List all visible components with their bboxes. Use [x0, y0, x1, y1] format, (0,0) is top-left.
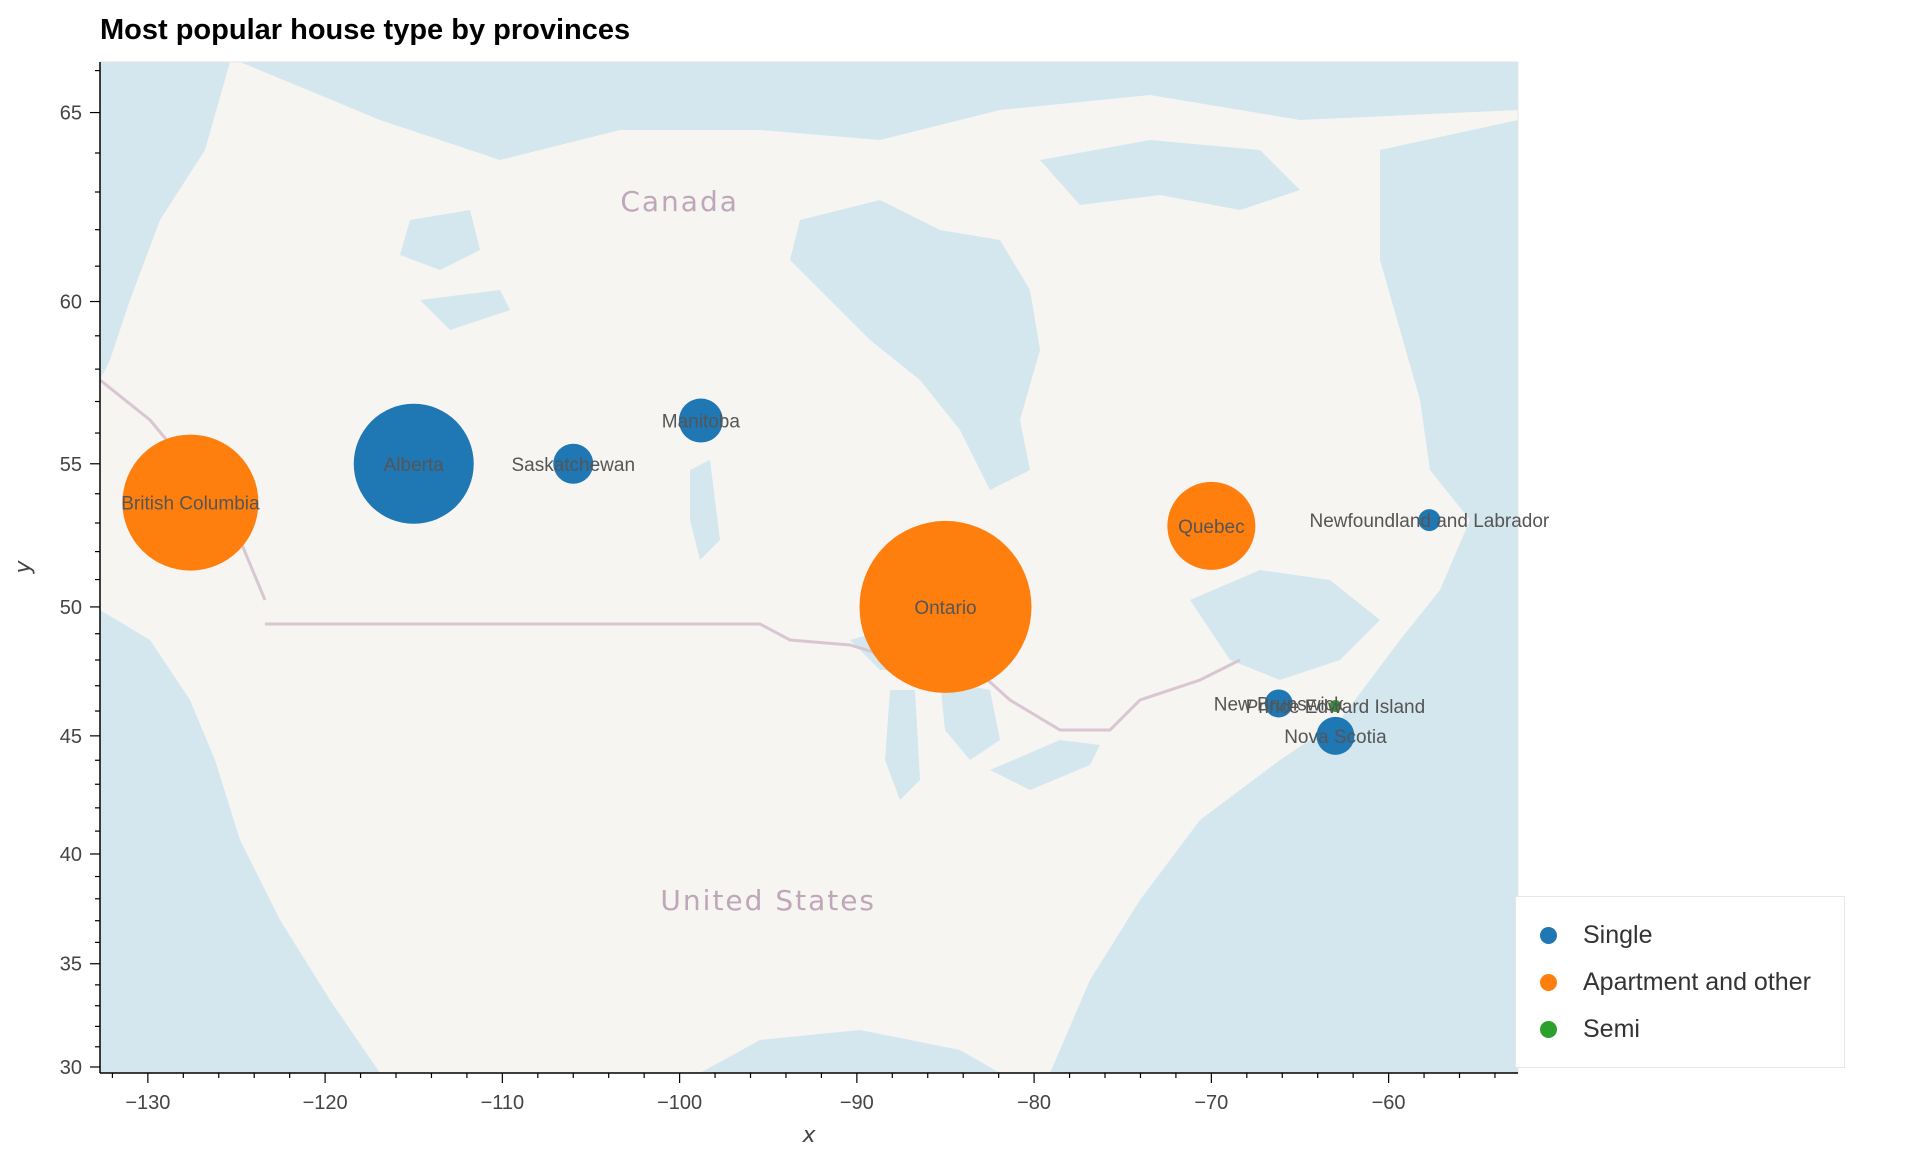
bubble-label-newfoundland-and-labrador: Newfoundland and Labrador [1309, 511, 1549, 532]
x-tick-label: −130 [125, 1092, 170, 1114]
bubble-label-nova-scotia: Nova Scotia [1284, 727, 1387, 748]
bubble-label-ontario: Ontario [914, 598, 976, 619]
basemap [100, 62, 1518, 1073]
y-tick-label: 35 [60, 954, 82, 976]
y-tick-label: 40 [60, 844, 82, 866]
bubble-nova-scotia[interactable] [1316, 716, 1355, 755]
y-tick-label: 45 [60, 726, 82, 748]
bubble-new-brunswick[interactable] [1264, 689, 1293, 718]
bubble-newfoundland-and-labrador[interactable] [1418, 509, 1441, 532]
bubble-label-new-brunswick: New Brunswick [1214, 694, 1344, 715]
bubble-british-columbia[interactable] [122, 434, 259, 571]
legend-label-semi: Semi [1583, 1014, 1640, 1043]
bubble-prince-edward-island[interactable] [1329, 700, 1342, 713]
legend-swatch-semi [1540, 1020, 1557, 1038]
arctic-water [240, 62, 1518, 160]
bubble-label-manitoba: Manitoba [662, 412, 741, 433]
chart-title: Most popular house type by provinces [100, 14, 631, 46]
legend-swatch-apartment [1540, 973, 1557, 991]
bubble-label-alberta: Alberta [384, 455, 445, 476]
country-labels: Canada United States [620, 185, 876, 917]
x-tick-label: −80 [1017, 1092, 1051, 1114]
lake-erie-ontario [990, 740, 1100, 790]
bubble-manitoba[interactable] [678, 398, 723, 443]
x-axis-title: x [801, 1123, 816, 1148]
y-axis-ticks: 30 35 40 45 50 55 60 65 [60, 69, 100, 1079]
y-tick-label: 30 [60, 1057, 82, 1079]
y-tick-label: 60 [60, 292, 82, 314]
hudson-strait [1040, 140, 1300, 210]
legend: Single Apartment and other Semi [1515, 896, 1845, 1068]
bubble-labels: British Columbia Alberta Saskatchewan Manit… [121, 412, 1550, 748]
x-tick-label: −70 [1194, 1092, 1228, 1114]
hudson-bay [790, 200, 1040, 490]
gulf-st-lawrence [1190, 570, 1380, 680]
legend-item-single[interactable]: Single [1540, 918, 1653, 952]
bubble-ontario[interactable] [859, 520, 1032, 693]
x-tick-label: −90 [840, 1092, 874, 1114]
lake-winnipeg [690, 460, 720, 560]
bubble-label-prince-edward-island: Prince Edward Island [1246, 697, 1426, 718]
great-bear-lake [400, 210, 480, 270]
lake-huron [940, 680, 1000, 760]
bubble-quebec[interactable] [1167, 481, 1256, 570]
atlantic-ocean [1050, 120, 1518, 1073]
bubble-alberta[interactable] [353, 403, 474, 524]
bubbles [122, 398, 1441, 755]
gulf-of-mexico [700, 1030, 1000, 1073]
bubble-saskatchewan[interactable] [553, 443, 594, 484]
x-tick-label: −120 [303, 1092, 348, 1114]
country-label-united-states: United States [660, 884, 876, 917]
legend-swatch-single [1540, 926, 1557, 944]
y-tick-label: 65 [60, 103, 82, 125]
bubble-label-saskatchewan: Saskatchewan [511, 455, 635, 476]
pacific-ocean-south [100, 610, 380, 1073]
legend-label-single: Single [1583, 920, 1653, 949]
y-tick-label: 55 [60, 454, 82, 476]
bubble-label-quebec: Quebec [1178, 517, 1245, 538]
bubble-label-british-columbia: British Columbia [121, 494, 260, 515]
legend-item-semi[interactable]: Semi [1540, 1012, 1640, 1046]
pacific-ocean [100, 62, 230, 380]
great-slave-lake [420, 290, 510, 330]
y-axis-title: y [11, 560, 36, 575]
lake-michigan [885, 690, 920, 800]
x-tick-label: −100 [657, 1092, 702, 1114]
legend-label-apartment: Apartment and other [1583, 967, 1811, 996]
x-tick-label: −60 [1372, 1092, 1406, 1114]
x-tick-label: −110 [481, 1092, 525, 1114]
y-tick-label: 50 [60, 597, 82, 619]
legend-item-apartment[interactable]: Apartment and other [1540, 965, 1811, 999]
x-axis-ticks: −130 −120 −110 −100 −90 −80 −70 −60 [111, 1073, 1496, 1114]
country-label-canada: Canada [620, 185, 739, 218]
